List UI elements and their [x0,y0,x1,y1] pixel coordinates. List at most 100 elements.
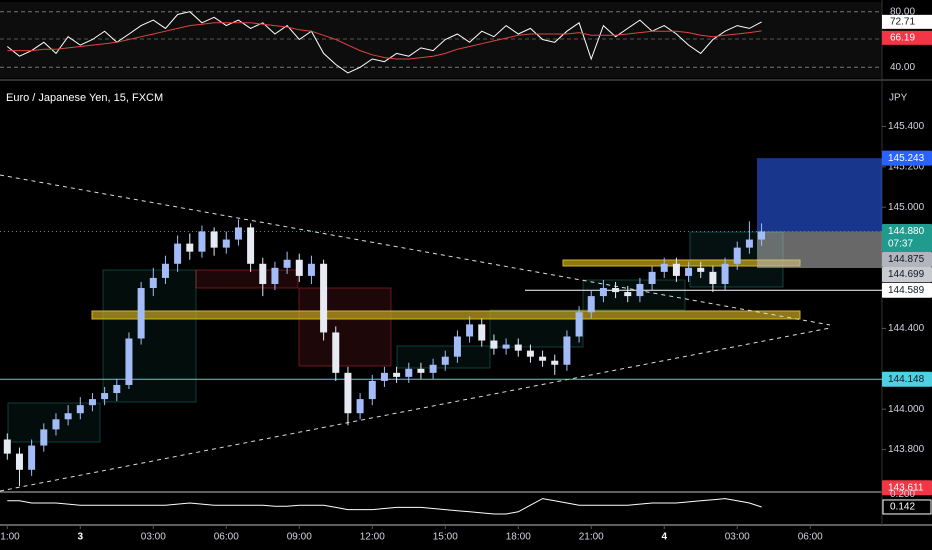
candle-body [52,419,60,430]
candle-body [672,263,680,276]
price-label: 144.148 [888,374,925,385]
candle-body [393,372,401,377]
osc-value-label: 0.142 [890,502,915,513]
x-tick-label: 3 [78,532,84,543]
x-tick-label: 12:00 [360,532,385,543]
candle-body [721,263,729,284]
rsi-value-label: 66.19 [890,32,915,43]
x-tick-label: 15:00 [433,532,458,543]
price-label: 144.875 [888,254,925,265]
candle-body [15,453,23,470]
candle-body [101,393,109,400]
candle-body [76,405,84,414]
candle-body [186,243,194,252]
zone-box [582,279,686,311]
candle-body [526,350,534,357]
stop-box [757,231,882,269]
candle-body [685,267,693,276]
price-label-box [882,480,932,496]
candle-body [624,292,632,297]
candle-body [478,324,486,341]
x-tick-label: 4 [661,532,667,543]
price-label-box [882,266,932,282]
candle-body [575,312,583,337]
candle-body [283,259,291,268]
candle-body [733,247,741,264]
y-tick-label: 144.400 [888,323,925,334]
candle-body [563,336,571,365]
rsi-value-box [882,30,932,45]
candle-body [174,243,182,264]
candle-body [222,239,230,248]
candle-body [149,277,157,289]
x-tick-label: 18:00 [506,532,531,543]
osc-value-box [882,499,932,515]
rsi-line [7,22,762,60]
candle-body [125,338,133,385]
candle-body [307,263,315,276]
x-tick-label: 09:00 [287,532,312,543]
candle-body [271,267,279,284]
price-label-box [882,251,932,267]
candle-body [405,368,413,377]
x-tick-label: 03:00 [141,532,166,543]
target-box [757,158,882,232]
x-tick-label: 03:00 [725,532,750,543]
candle-body [441,356,449,365]
candle-body [356,399,364,414]
candle-body [453,336,461,357]
candle-body [599,288,607,297]
candle-body [137,288,145,339]
candle-body [502,344,510,349]
y-tick-label: 144.000 [888,404,925,415]
candle-body [88,399,96,406]
zone-box [195,269,299,289]
osc-tick-label: 0.200 [890,489,915,500]
x-tick-label: 06:00 [214,532,239,543]
candle-body [344,372,352,414]
candle-body [198,231,206,252]
price-label: 145.243 [888,153,925,164]
candle-body [3,439,11,454]
x-tick-label: 06:00 [798,532,823,543]
candle-body [539,356,547,361]
supply-zone [91,310,801,320]
candle-body [295,259,303,276]
currency-label: JPY [889,93,908,104]
candle-body [745,239,753,248]
candle-body [551,360,559,365]
candle-body [648,271,656,284]
rsi-value-label: 72.71 [890,16,915,27]
price-label: 144.589 [888,285,925,296]
rsi-tick-label: 40.00 [890,62,915,73]
candle-body [210,231,218,248]
price-label-box [882,282,932,298]
candle-body [612,288,620,293]
rsi-tick-label: 80.00 [890,6,915,17]
candle-body [429,364,437,373]
candle-body [466,324,474,337]
candle-body [368,380,376,400]
x-tick-label: 1:00 [0,532,20,543]
price-label: 144.880 [888,226,925,237]
candle-body [40,429,48,446]
candle-body [417,368,425,373]
candle-body [758,231,766,240]
x-tick-label: 21:00 [579,532,604,543]
y-tick-label: 145.000 [888,202,925,213]
rsi-line [6,11,762,74]
candle-body [28,445,36,470]
price-label: 143.611 [888,482,924,493]
candle-body [332,332,340,373]
candle-body [380,372,388,381]
price-label-box [882,150,932,166]
price-label-box [882,371,932,387]
candle-body [64,413,72,420]
candle-body [636,283,644,297]
zone-box [102,269,197,403]
y-tick-label: 145.400 [888,121,925,132]
osc-line [7,498,762,515]
